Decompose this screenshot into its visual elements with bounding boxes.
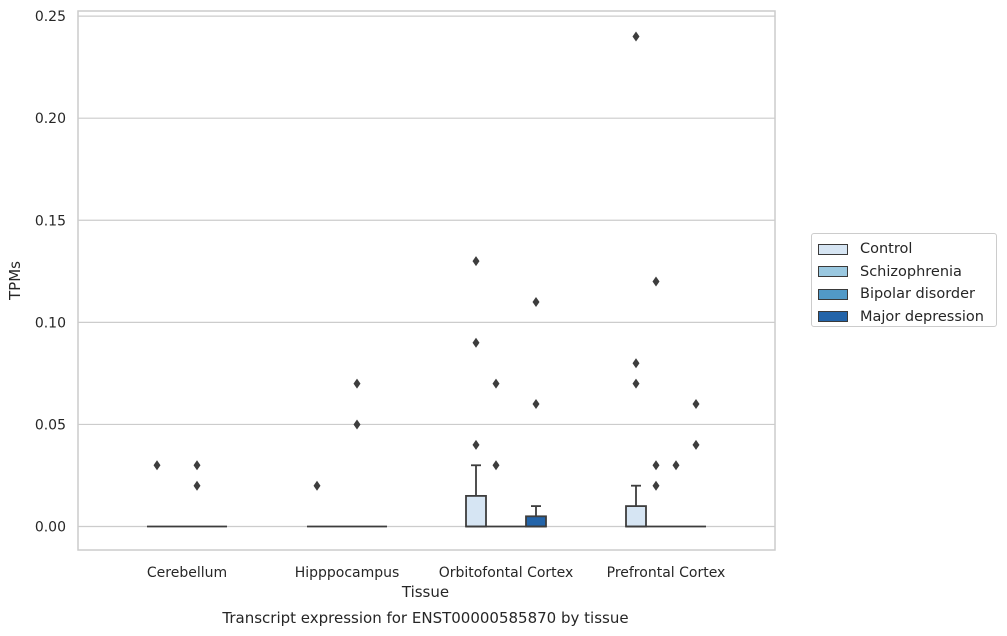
outlier-point bbox=[652, 276, 660, 287]
legend-swatch bbox=[818, 288, 848, 300]
grid-lines bbox=[78, 15, 775, 528]
legend-label: Control bbox=[860, 241, 913, 258]
outlier-point bbox=[492, 460, 500, 471]
legend-item: Schizophrenia bbox=[818, 261, 996, 284]
box-series bbox=[147, 31, 706, 528]
outlier-point bbox=[672, 460, 680, 471]
x-axis-label: Tissue bbox=[401, 583, 449, 601]
y-tick-label: 0.25 bbox=[35, 9, 66, 25]
legend: Control Schizophrenia Bipolar disorder Majo… bbox=[811, 233, 997, 327]
series-bipolar-disorder bbox=[187, 378, 686, 528]
box bbox=[625, 505, 647, 528]
y-axis-label: TPMs bbox=[6, 261, 24, 301]
legend-label: Schizophrenia bbox=[860, 263, 962, 280]
legend-swatch bbox=[818, 311, 848, 323]
x-tick-label: Orbitofontal Cortex bbox=[439, 565, 574, 581]
outlier-point bbox=[652, 460, 660, 471]
outlier-point bbox=[153, 460, 161, 471]
series-control bbox=[147, 31, 647, 528]
y-tick-label: 0.05 bbox=[35, 417, 66, 433]
outlier-point bbox=[632, 378, 640, 389]
x-tick-labels: Cerebellum Hipppocampus Orbitofontal Corte… bbox=[147, 565, 725, 581]
outlier-point bbox=[532, 399, 540, 410]
legend-label: Major depression bbox=[860, 308, 984, 325]
outlier-point bbox=[632, 358, 640, 369]
series-schizophrenia bbox=[167, 276, 666, 528]
outlier-point bbox=[472, 337, 480, 348]
box bbox=[525, 515, 547, 528]
legend-swatch bbox=[818, 266, 848, 278]
series-major-depression bbox=[207, 296, 706, 528]
legend-label: Bipolar disorder bbox=[860, 286, 975, 303]
y-tick-label: 0.20 bbox=[35, 111, 66, 127]
outlier-point bbox=[532, 296, 540, 307]
y-tick-label: 0.10 bbox=[35, 315, 66, 331]
legend-swatch bbox=[818, 243, 848, 255]
legend-item: Major depression bbox=[818, 306, 996, 329]
outlier-point bbox=[353, 378, 361, 389]
outlier-point bbox=[472, 439, 480, 450]
y-tick-label: 0.00 bbox=[35, 520, 66, 536]
legend-item: Control bbox=[818, 238, 996, 261]
outlier-point bbox=[313, 480, 321, 491]
outlier-point bbox=[353, 419, 361, 430]
outlier-point bbox=[692, 439, 700, 450]
outlier-point bbox=[193, 480, 201, 491]
box bbox=[465, 494, 487, 528]
outlier-point bbox=[632, 31, 640, 42]
outlier-point bbox=[492, 378, 500, 389]
outlier-point bbox=[652, 480, 660, 491]
chart-title: Transcript expression for ENST0000058587… bbox=[221, 609, 628, 627]
outlier-point bbox=[692, 399, 700, 410]
y-tick-labels: 0.00 0.05 0.10 0.15 0.20 0.25 bbox=[35, 9, 66, 535]
x-tick-label: Cerebellum bbox=[147, 565, 227, 581]
plot-area-frame bbox=[77, 10, 776, 551]
outlier-point bbox=[193, 460, 201, 471]
x-tick-label: Prefrontal Cortex bbox=[607, 565, 726, 581]
legend-item: Bipolar disorder bbox=[818, 283, 996, 306]
x-tick-label: Hipppocampus bbox=[295, 565, 400, 581]
y-tick-label: 0.15 bbox=[35, 213, 66, 229]
outlier-point bbox=[472, 256, 480, 267]
